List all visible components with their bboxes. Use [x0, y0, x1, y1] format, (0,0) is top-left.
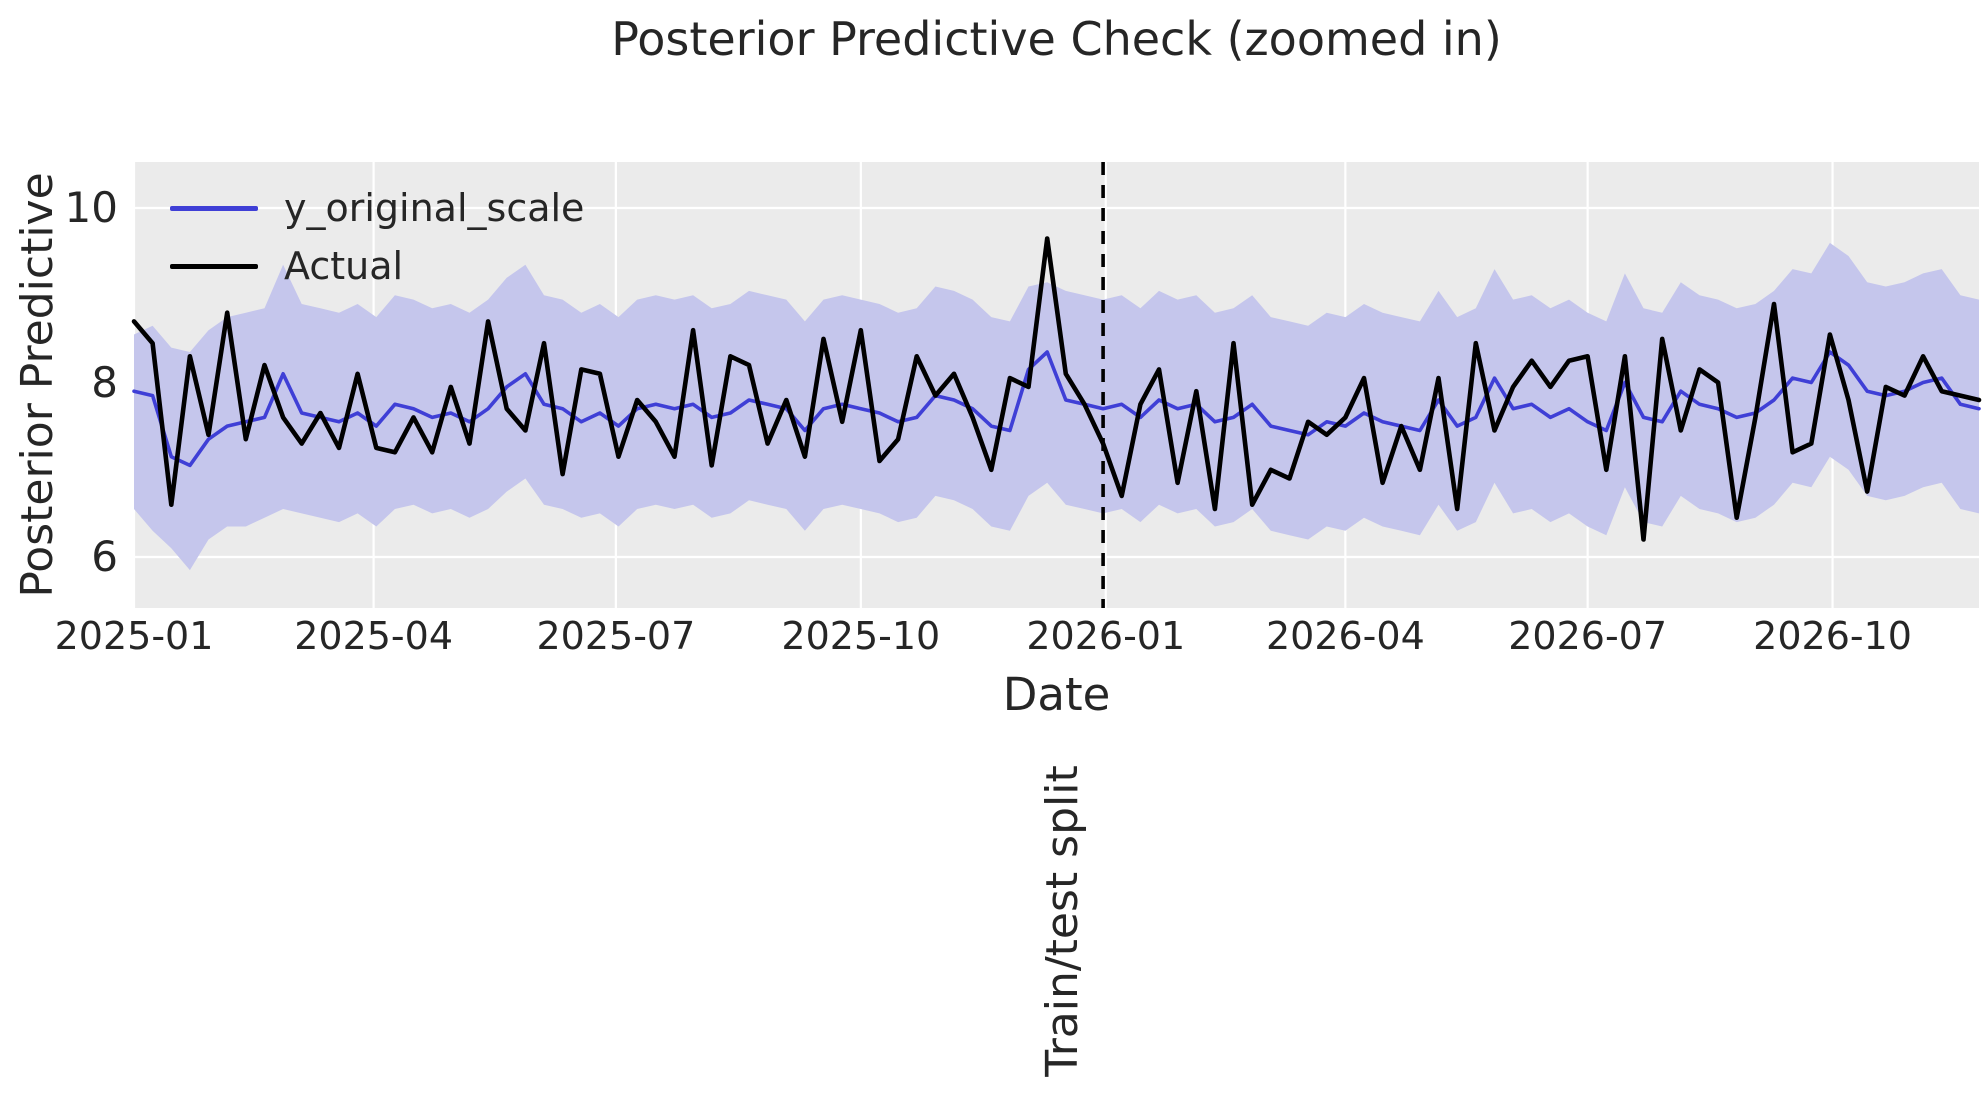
legend: y_original_scale Actual — [170, 186, 584, 288]
legend-entry-predicted: y_original_scale — [170, 186, 584, 230]
uncertainty-band — [134, 242, 1979, 571]
actual-line-swatch — [170, 263, 258, 269]
x-tick-label-2026-10: 2026-10 — [1753, 614, 1912, 658]
y-tick-label-6: 6 — [91, 532, 118, 581]
x-tick-label-2025-07: 2025-07 — [536, 614, 696, 658]
x-tick-label-2026-07: 2026-07 — [1508, 614, 1668, 658]
legend-label-predicted: y_original_scale — [284, 186, 585, 230]
x-tick-label-2025-04: 2025-04 — [294, 614, 453, 658]
x-tick-label-2026-04: 2026-04 — [1265, 614, 1425, 658]
chart-title: Posterior Predictive Check (zoomed in) — [611, 12, 1502, 66]
y-tick-label-8: 8 — [91, 357, 118, 407]
legend-entry-actual: Actual — [170, 244, 584, 288]
y-tick-label-10: 10 — [64, 183, 118, 232]
x-tick-label-2026-01: 2026-01 — [1026, 614, 1186, 658]
x-tick-label-2025-10: 2025-10 — [781, 614, 941, 658]
train-test-split-label: Train/test split — [1037, 765, 1088, 1077]
predicted-line-swatch — [170, 205, 258, 211]
x-tick-label-2025-01: 2025-01 — [54, 614, 214, 658]
legend-label-actual: Actual — [284, 244, 404, 288]
x-axis-label: Date — [1002, 668, 1111, 721]
actual-line — [131, 236, 1982, 542]
